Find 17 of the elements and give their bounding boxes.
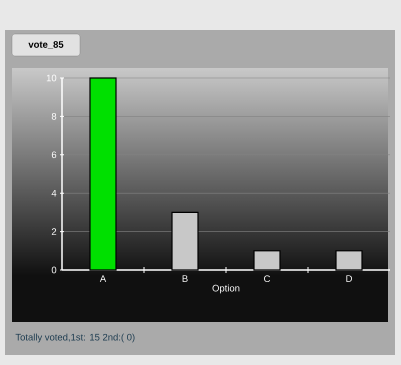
x-tick-label: A	[100, 275, 106, 282]
bar	[335, 250, 363, 271]
x-tick-label: B	[182, 275, 188, 282]
y-tick-label: 10	[46, 74, 56, 82]
chart-title: vote_85	[28, 41, 64, 49]
y-tick-label: 2	[52, 228, 56, 235]
y-tick-label: 0	[52, 266, 56, 274]
x-tick-label: D	[346, 275, 352, 282]
x-tick-label: C	[264, 275, 270, 282]
text: Totally voted,1st: 15 2nd:( 0)	[16, 334, 135, 342]
y-tick-label: 4	[52, 190, 56, 196]
bar	[253, 250, 281, 271]
y-tick-label: 8	[52, 113, 56, 120]
y-tick-label: 6	[52, 151, 56, 158]
x-axis-title: Option	[212, 284, 240, 294]
bar	[171, 212, 199, 271]
bar	[89, 77, 117, 271]
